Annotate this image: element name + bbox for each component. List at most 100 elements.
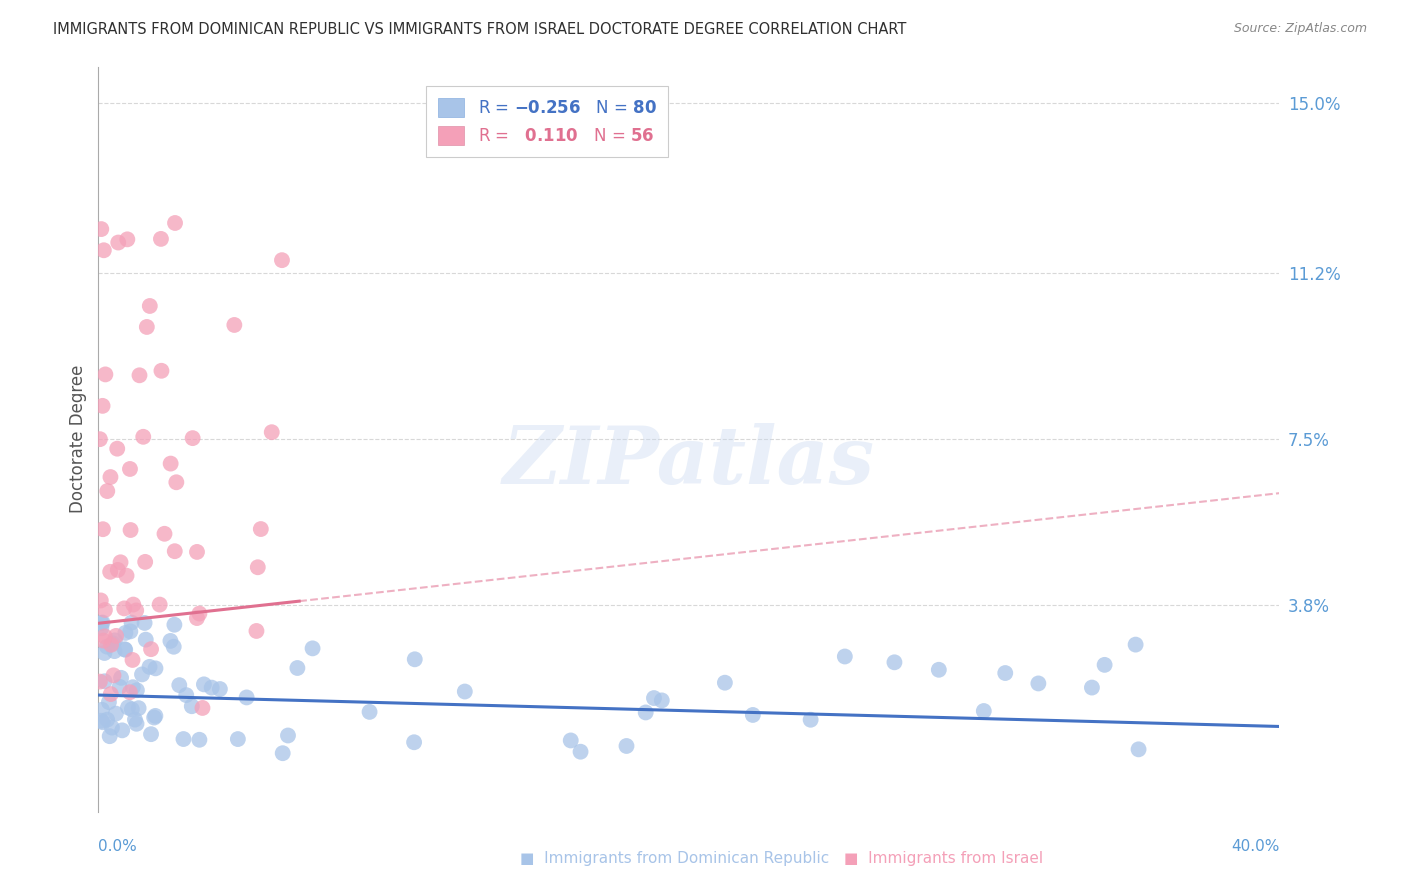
Point bbox=[834, 649, 856, 664]
Point bbox=[115, 568, 138, 582]
Point bbox=[114, 642, 136, 657]
Point bbox=[121, 615, 143, 630]
Point bbox=[1128, 742, 1150, 756]
Point bbox=[107, 563, 129, 577]
Text: IMMIGRANTS FROM DOMINICAN REPUBLIC VS IMMIGRANTS FROM ISRAEL DOCTORATE DEGREE CO: IMMIGRANTS FROM DOMINICAN REPUBLIC VS IM… bbox=[53, 22, 907, 37]
Point bbox=[1081, 681, 1104, 695]
Point bbox=[98, 565, 121, 579]
Point bbox=[117, 232, 139, 246]
Point bbox=[159, 457, 181, 471]
Point bbox=[89, 674, 111, 689]
Point bbox=[145, 661, 167, 675]
Point bbox=[120, 523, 142, 537]
Point bbox=[104, 633, 127, 648]
Point bbox=[94, 368, 117, 382]
Point bbox=[117, 700, 139, 714]
Point bbox=[169, 678, 191, 692]
Point bbox=[163, 544, 186, 558]
Point bbox=[172, 732, 194, 747]
Point bbox=[96, 713, 118, 727]
Point bbox=[973, 704, 995, 718]
Point bbox=[883, 655, 905, 669]
Point bbox=[245, 624, 267, 638]
Point bbox=[235, 690, 257, 705]
Point bbox=[714, 675, 737, 690]
Point bbox=[643, 691, 665, 706]
Point bbox=[125, 716, 148, 731]
Point bbox=[226, 732, 249, 747]
Point bbox=[191, 701, 214, 715]
Point bbox=[89, 432, 111, 446]
Point bbox=[90, 714, 112, 728]
Point bbox=[250, 522, 273, 536]
Point bbox=[186, 545, 208, 559]
Point bbox=[105, 442, 128, 456]
Point bbox=[110, 671, 132, 685]
Point bbox=[91, 522, 114, 536]
Point bbox=[134, 615, 156, 630]
Point bbox=[121, 680, 143, 694]
Point bbox=[287, 661, 309, 675]
Point bbox=[181, 431, 204, 445]
Point bbox=[224, 318, 246, 332]
Point bbox=[90, 615, 112, 630]
Point bbox=[121, 653, 143, 667]
Point bbox=[101, 636, 124, 650]
Point bbox=[994, 666, 1017, 681]
Point bbox=[132, 430, 155, 444]
Point bbox=[616, 739, 638, 753]
Point bbox=[96, 484, 118, 499]
Point bbox=[103, 668, 125, 682]
Point bbox=[125, 603, 148, 617]
Point bbox=[91, 615, 114, 630]
Text: Source: ZipAtlas.com: Source: ZipAtlas.com bbox=[1233, 22, 1367, 36]
Point bbox=[201, 681, 224, 695]
Point bbox=[96, 640, 118, 654]
Point bbox=[105, 629, 128, 643]
Point bbox=[188, 732, 211, 747]
Point bbox=[143, 710, 166, 724]
Point bbox=[180, 699, 202, 714]
Point bbox=[149, 598, 172, 612]
Point bbox=[100, 638, 122, 652]
Point bbox=[277, 729, 299, 743]
Point bbox=[139, 642, 162, 657]
Point bbox=[93, 244, 115, 258]
Point bbox=[271, 253, 294, 268]
Point bbox=[122, 598, 145, 612]
Point bbox=[150, 364, 173, 378]
Point bbox=[120, 624, 142, 639]
Point bbox=[138, 660, 160, 674]
Point bbox=[128, 701, 150, 715]
Point bbox=[108, 680, 131, 694]
Point bbox=[188, 607, 211, 621]
Point bbox=[112, 601, 135, 615]
Point bbox=[159, 634, 181, 648]
Point bbox=[90, 621, 112, 635]
Point bbox=[111, 723, 134, 738]
Point bbox=[128, 368, 150, 383]
Point bbox=[186, 611, 208, 625]
Point bbox=[800, 713, 823, 727]
Point bbox=[107, 235, 129, 250]
Point bbox=[118, 685, 141, 699]
Point bbox=[135, 632, 157, 647]
Point bbox=[260, 425, 283, 440]
Point bbox=[94, 603, 117, 617]
Point bbox=[1028, 676, 1050, 690]
Point bbox=[163, 640, 186, 654]
Point bbox=[404, 735, 426, 749]
Point bbox=[93, 646, 115, 660]
Text: 40.0%: 40.0% bbox=[1232, 838, 1279, 854]
Point bbox=[165, 475, 187, 490]
Point bbox=[454, 684, 477, 698]
Point bbox=[1094, 657, 1116, 672]
Point bbox=[153, 526, 176, 541]
Point bbox=[118, 462, 141, 476]
Point bbox=[634, 706, 657, 720]
Point bbox=[91, 715, 114, 730]
Text: ■  Immigrants from Dominican Republic: ■ Immigrants from Dominican Republic bbox=[520, 851, 830, 865]
Point bbox=[928, 663, 950, 677]
Point bbox=[404, 652, 426, 666]
Point bbox=[208, 681, 231, 696]
